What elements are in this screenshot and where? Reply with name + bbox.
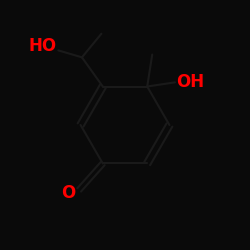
Text: HO: HO (29, 37, 57, 55)
Text: O: O (62, 184, 76, 202)
Text: OH: OH (176, 73, 204, 91)
